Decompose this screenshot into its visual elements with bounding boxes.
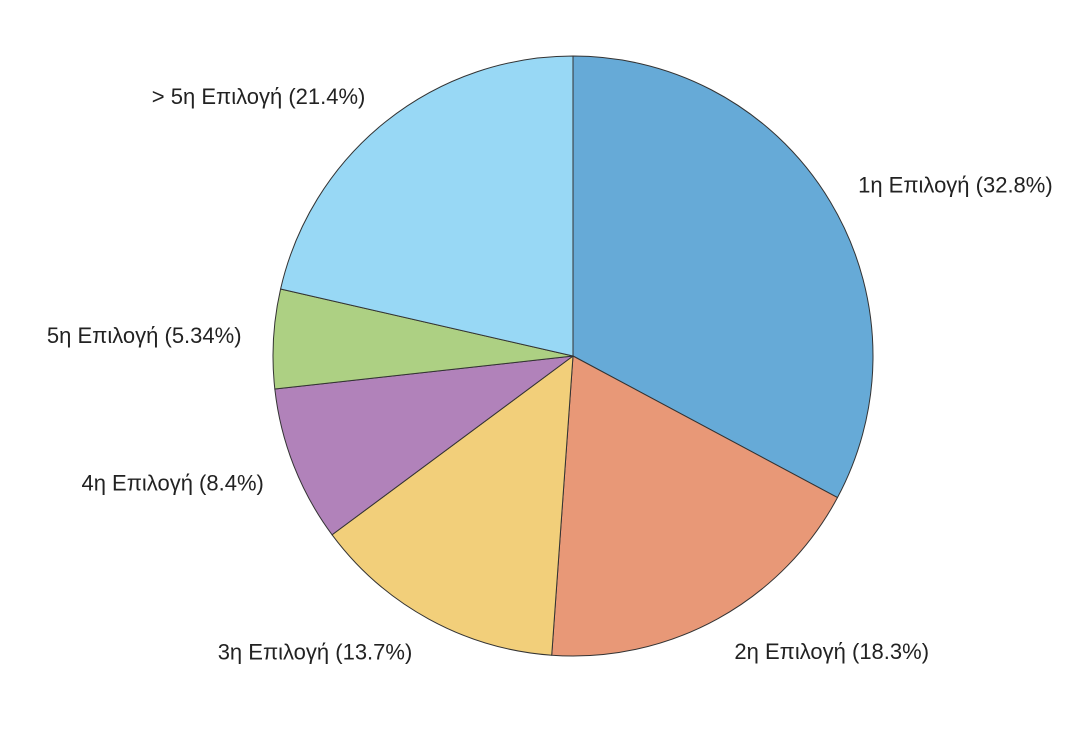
pie-slice-label-5: 5η Επιλογή (5.34%) [47, 323, 242, 348]
pie-slice-label-2: 2η Επιλογή (18.3%) [734, 639, 929, 664]
pie-slice-3 [331, 355, 574, 656]
pie-slice-label-4: 4η Επιλογή (8.4%) [81, 471, 263, 496]
pie-slices [272, 55, 874, 657]
pie-slice-label-6: > 5η Επιλογή (21.4%) [152, 84, 366, 109]
pie-slice-4 [274, 355, 574, 536]
pie-labels: 1η Επιλογή (32.8%) 2η Επιλογή (18.3%) 3η Ε… [47, 84, 1053, 664]
pie-slice-2 [551, 355, 839, 657]
pie-slice-label-1: 1η Επιλογή (32.8%) [858, 172, 1053, 197]
pie-slice-label-3: 3η Επιλογή (13.7%) [218, 639, 413, 664]
pie-slice-1 [572, 55, 874, 499]
pie-slice-6 [280, 55, 574, 357]
